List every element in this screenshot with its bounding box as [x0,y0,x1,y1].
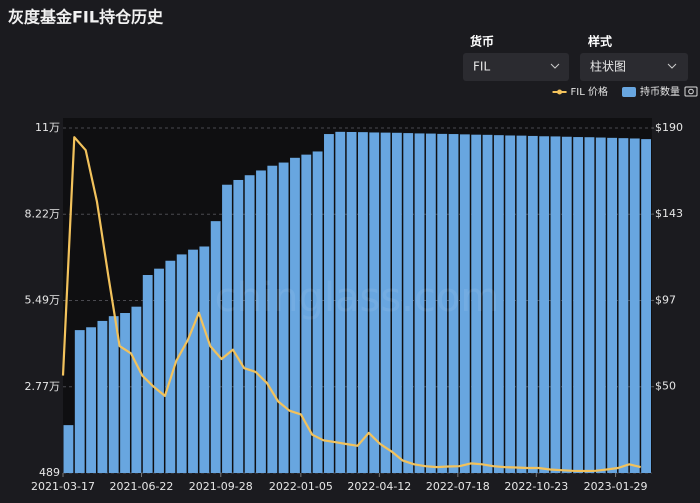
camera-body[interactable] [684,86,698,97]
bar [131,306,142,473]
bar [267,165,278,473]
bar [437,133,448,473]
bar [573,137,584,473]
bar [493,135,504,473]
y2-tick-label: $143 [655,207,683,220]
bar [414,133,425,473]
bar [595,137,606,474]
bar [618,138,629,474]
bar [256,170,266,473]
bar [244,175,255,473]
watermark: chinglass.com [215,275,500,321]
bar [154,268,164,473]
legend-label: FIL 价格 [571,85,608,98]
bar [539,136,550,473]
select-value[interactable]: FIL [473,60,490,74]
select-box[interactable] [463,53,569,81]
bar [74,330,85,473]
bar [176,254,187,473]
y-tick-label: 11万 [35,121,60,134]
bar [108,316,119,473]
bar [346,131,357,473]
y2-tick-label: $50 [655,380,676,393]
y-tick-label: 489 [39,466,60,479]
bar [199,246,210,473]
camera-lens[interactable] [688,88,694,95]
bar [527,135,538,474]
x-tick-label: 2022-04-12 [347,480,411,493]
select-box[interactable] [580,53,688,81]
bar [358,132,368,473]
legend: FIL 价格 持币数量 [552,85,680,98]
y-tick-label: 2.77万 [25,380,61,393]
bar [165,260,176,473]
style-select[interactable]: 柱状图 [580,53,688,81]
camera-icon[interactable] [684,86,698,97]
x-tick-label: 2022-10-23 [504,480,568,493]
bar [188,249,198,473]
bar [641,139,651,473]
bar [290,157,300,473]
select-value[interactable]: 柱状图 [590,59,626,74]
legend-swatch [622,87,636,97]
bar [629,138,640,473]
bar [210,221,221,473]
bar [233,179,244,473]
y2-tick-label: $97 [655,293,676,306]
bar [380,132,391,473]
chart-title: 灰度基金FIL持仓历史 [8,8,164,27]
bar [482,134,493,473]
bar [369,132,380,473]
bar [301,154,312,473]
bar [335,131,346,473]
bar [505,135,516,473]
bar [448,134,459,473]
legend-swatch-dot [557,89,563,95]
style-label: 样式 [588,34,612,49]
bar [324,134,334,473]
bar [607,137,618,473]
chevron[interactable] [550,63,560,69]
bar [312,151,323,474]
x-tick-label: 2022-01-05 [269,480,333,493]
x-tick-label: 2023-01-29 [584,480,648,493]
bar [425,133,436,473]
bar [63,425,74,473]
currency-select[interactable]: FIL [463,53,569,81]
bar [550,136,561,473]
x-tick-label: 2021-03-17 [31,480,95,493]
currency-label: 货币 [470,34,494,49]
x-tick-label: 2021-06-22 [110,480,174,493]
bar [561,136,572,474]
bar [403,133,414,474]
bar [120,313,130,473]
bar [471,134,482,473]
y-tick-label: 5.49万 [25,294,61,307]
bar [142,274,153,473]
bar [584,137,595,473]
y-tick-label: 8.22万 [25,207,61,220]
bar [278,162,289,474]
bar [86,327,96,473]
bar [97,320,108,473]
bar [391,132,402,473]
x-tick-label: 2021-09-28 [189,480,253,493]
y2-tick-label: $190 [655,121,683,134]
bar [516,135,527,473]
x-tick-label: 2022-07-18 [426,480,490,493]
bar [459,134,470,473]
chevron[interactable] [667,63,677,69]
price-line [61,136,641,473]
legend-label: 持币数量 [640,85,680,98]
bar [222,184,232,474]
